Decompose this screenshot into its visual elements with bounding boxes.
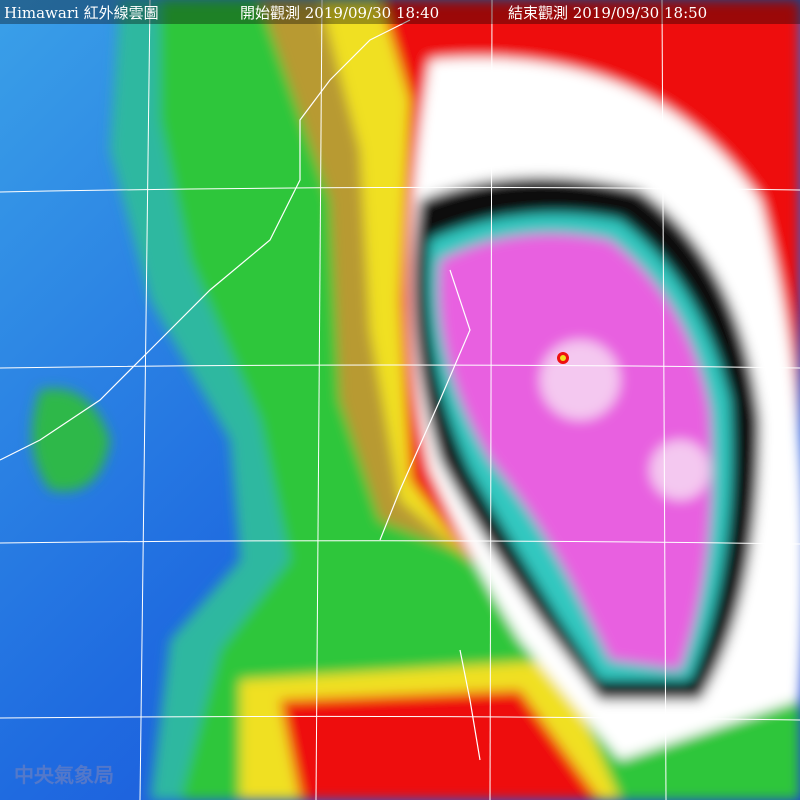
header-title: Himawari 紅外線雲圖 bbox=[4, 4, 159, 22]
header-end: 結束觀測 2019/09/30 18:50 bbox=[508, 4, 707, 22]
header-start: 開始觀測 2019/09/30 18:40 bbox=[240, 4, 439, 22]
header-bar bbox=[0, 0, 800, 24]
watermark: 中央氣象局 bbox=[14, 763, 114, 787]
